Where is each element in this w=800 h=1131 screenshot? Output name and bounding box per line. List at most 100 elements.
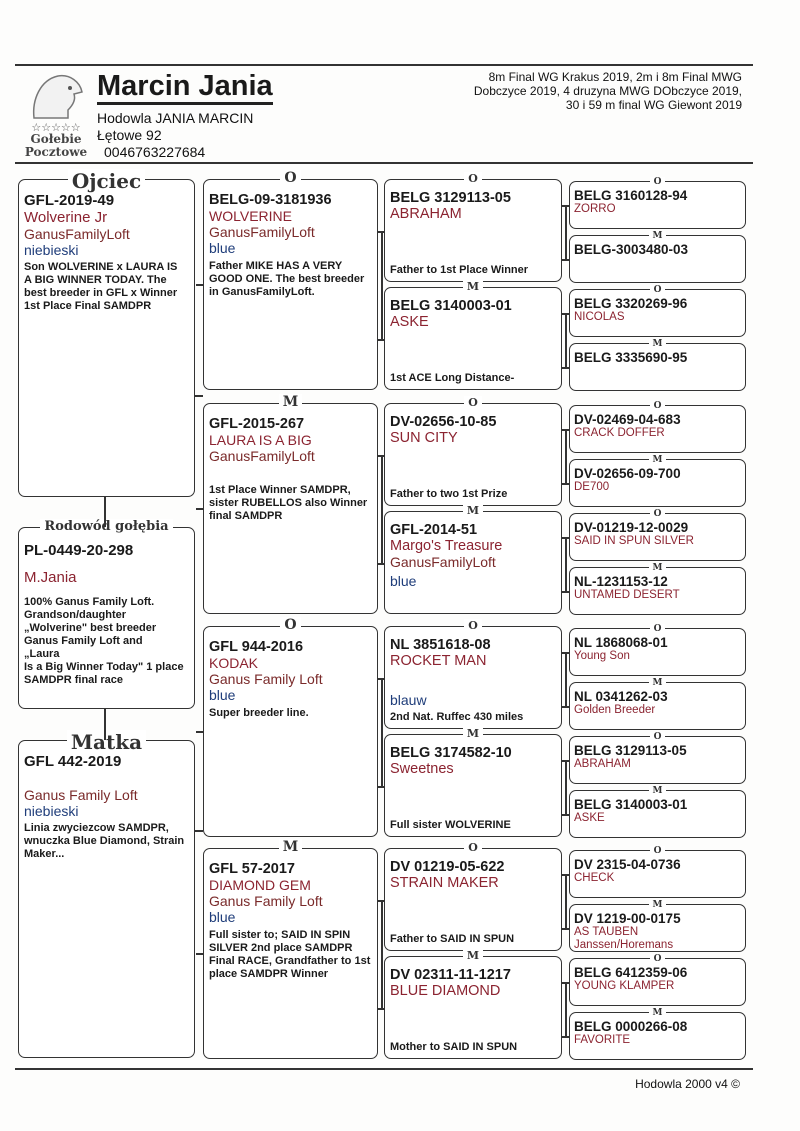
breeder-subtitle: Hodowla JANIA MARCIN: [97, 110, 254, 126]
bird-name: WOLVERINE: [209, 208, 292, 224]
sex-label: Rodowód gołębia: [40, 519, 173, 534]
bird-name: M.Jania: [24, 569, 77, 586]
ring-number: DV-02656-10-85: [390, 414, 497, 430]
connector-line: [381, 900, 383, 1008]
bird-box-gen2[interactable]: M GFL-2015-267 LAURA IS A BIG GanusFamilyLo…: [203, 394, 378, 614]
bird-box-gen4[interactable]: M BELG 0000266-08 FAVORITE: [569, 1008, 746, 1060]
bird-note: 1st Place Winner SAMDPR, sister RUBELLOS…: [209, 484, 368, 522]
bird-box-gen2[interactable]: M GFL 57-2017 DIAMOND GEM Ganus Family Loft…: [203, 839, 378, 1059]
ring-number: DV-02469-04-683: [574, 412, 681, 427]
connector-line: [562, 483, 569, 485]
bird-name: Sweetnes: [390, 761, 454, 777]
logo-text-line2: Pocztowe: [24, 145, 88, 159]
ring-number: DV 2315-04-0736: [574, 857, 681, 872]
box-legend: O: [570, 395, 745, 411]
ring-number: DV 01219-05-622: [390, 859, 505, 875]
bird-box-gen3[interactable]: M BELG 3140003-01 ASKE 1st ACE Long Distanc…: [384, 280, 562, 390]
bird-name: UNTAMED DESERT: [574, 589, 680, 601]
connector-line: [562, 814, 569, 816]
box-legend: Rodowód gołębia: [19, 517, 194, 534]
bird-box-sire[interactable]: Ojciec GFL-2019-49 Wolverine Jr GanusFamily…: [18, 169, 195, 497]
ring-number: GFL-2019-49: [24, 192, 115, 209]
bird-box-gen3[interactable]: M BELG 3174582-10 Sweetnes Full sister WOLV…: [384, 727, 562, 837]
ring-number: BELG 3129113-05: [390, 190, 511, 206]
ring-number: BELG 3140003-01: [390, 298, 512, 314]
bird-box-dam[interactable]: Matka GFL 442-2019 Ganus Family Loft niebie…: [18, 730, 195, 1058]
connector-line: [381, 455, 383, 563]
box-content: DV 1219-00-0175 AS TAUBEN Janssen/Horemans: [574, 911, 742, 952]
box-legend: O: [385, 838, 561, 854]
bird-box-gen4[interactable]: M NL-1231153-12 UNTAMED DESERT: [569, 563, 746, 615]
sex-label: M: [648, 786, 667, 796]
bird-name: CHECK: [574, 872, 615, 884]
box-legend: O: [385, 393, 561, 409]
box-legend: M: [570, 557, 745, 573]
connector-line: [562, 1036, 569, 1038]
bird-box-gen3[interactable]: O NL 3851618-08 ROCKET MAN blauw 2nd Nat. Ru…: [384, 619, 562, 729]
bird-box-gen4[interactable]: M NL 0341262-03 Golden Breeder: [569, 678, 746, 730]
bird-box-gen2[interactable]: O GFL 944-2016 KODAK Ganus Family Loft blue S…: [203, 617, 378, 837]
bird-box-gen4[interactable]: O DV-02469-04-683 CRACK DOFFER: [569, 401, 746, 453]
ring-number: NL 3851618-08: [390, 637, 491, 653]
bird-box-subject[interactable]: Rodowód gołębia PL-0449-20-298 M.Jania 100%…: [18, 519, 195, 709]
bird-name: Wolverine Jr: [24, 209, 108, 226]
bird-box-gen4[interactable]: M DV-02656-09-700 DE700: [569, 455, 746, 507]
box-legend: M: [385, 501, 561, 517]
logo-text-line1: Gołebie: [30, 132, 82, 146]
bird-box-gen4[interactable]: O DV 2315-04-0736 CHECK: [569, 846, 746, 898]
bird-box-gen3[interactable]: O DV 01219-05-622 STRAIN MAKER Father to SA…: [384, 841, 562, 951]
connector-line: [562, 591, 569, 593]
logo-stars: ☆☆☆☆☆: [31, 121, 81, 134]
box-content: GFL 442-2019 Ganus Family Loft niebieski Li…: [24, 753, 190, 861]
box-content: BELG 3174582-10 Sweetnes: [390, 745, 557, 777]
bird-name: DIAMOND GEM: [209, 877, 311, 893]
box-content: GFL-2014-51 Margo's Treasure GanusFamilyLo…: [390, 522, 557, 570]
bird-box-gen4[interactable]: O DV-01219-12-0029 SAID IN SPUN SILVER: [569, 509, 746, 561]
ring-number: DV-01219-12-0029: [574, 520, 689, 535]
box-legend: Matka: [19, 730, 194, 754]
sex-label: O: [649, 401, 666, 411]
bird-box-gen4[interactable]: O NL 1868068-01 Young Son: [569, 624, 746, 676]
box-content: BELG 0000266-08 FAVORITE: [574, 1019, 742, 1047]
bird-note: Full sister to; SAID IN SPIN SILVER 2nd …: [209, 929, 371, 980]
sex-label: M: [648, 678, 667, 688]
bird-box-gen4[interactable]: O BELG 3320269-96 NICOLAS: [569, 285, 746, 337]
box-content: NL 1868068-01 Young Son: [574, 635, 742, 663]
bird-box-gen3[interactable]: M GFL-2014-51 Margo's Treasure GanusFamilyL…: [384, 504, 562, 614]
sex-label: O: [280, 617, 301, 633]
sex-label: M: [462, 504, 484, 517]
box-content: BELG 3129113-05 ABRAHAM: [390, 190, 557, 222]
bird-box-gen3[interactable]: O BELG 3129113-05 ABRAHAM Father to 1st Pla…: [384, 172, 562, 282]
ring-number: BELG 3160128-94: [574, 188, 688, 203]
box-legend: O: [570, 618, 745, 634]
box-legend: O: [385, 616, 561, 632]
connector-line: [562, 706, 569, 708]
bird-box-gen4[interactable]: M BELG-3003480-03: [569, 231, 746, 283]
connector-line: [378, 563, 384, 565]
bird-box-gen3[interactable]: O DV-02656-10-85 SUN CITY Father to two 1st…: [384, 396, 562, 506]
ring-number: NL 1868068-01: [574, 635, 668, 650]
bird-box-gen4[interactable]: O BELG 3129113-05 ABRAHAM: [569, 732, 746, 784]
bird-box-gen4[interactable]: M DV 1219-00-0175 AS TAUBEN Janssen/Horeman…: [569, 900, 746, 952]
bird-name: [24, 770, 190, 787]
box-legend: M: [570, 333, 745, 349]
bird-box-gen4[interactable]: M BELG 3335690-95: [569, 339, 746, 391]
box-legend: O: [570, 840, 745, 856]
bird-box-gen4[interactable]: O BELG 6412359-06 YOUNG KLAMPER: [569, 954, 746, 1006]
bird-name: ABRAHAM: [390, 206, 462, 222]
bird-name: YOUNG KLAMPER: [574, 980, 675, 992]
bird-color: blauw: [390, 692, 427, 708]
bird-box-gen4[interactable]: O BELG 3160128-94 ZORRO: [569, 177, 746, 229]
connector-line: [565, 313, 567, 367]
box-content: DV 02311-11-1217 BLUE DIAMOND: [390, 967, 557, 999]
box-content: DV-01219-12-0029 SAID IN SPUN SILVER: [574, 520, 742, 548]
ring-number: PL-0449-20-298: [24, 542, 134, 559]
bird-box-gen2[interactable]: O BELG-09-3181936 WOLVERINE GanusFamilyLoft…: [203, 170, 378, 390]
connector-line: [565, 429, 567, 483]
ring-number: GFL 442-2019: [24, 753, 122, 770]
box-content: GFL-2015-267 LAURA IS A BIG GanusFamilyLof…: [209, 416, 373, 523]
connector-line: [104, 497, 106, 527]
box-legend: M: [570, 894, 745, 910]
bird-box-gen3[interactable]: M DV 02311-11-1217 BLUE DIAMOND Mother to S…: [384, 949, 562, 1059]
bird-box-gen4[interactable]: M BELG 3140003-01 ASKE: [569, 786, 746, 838]
